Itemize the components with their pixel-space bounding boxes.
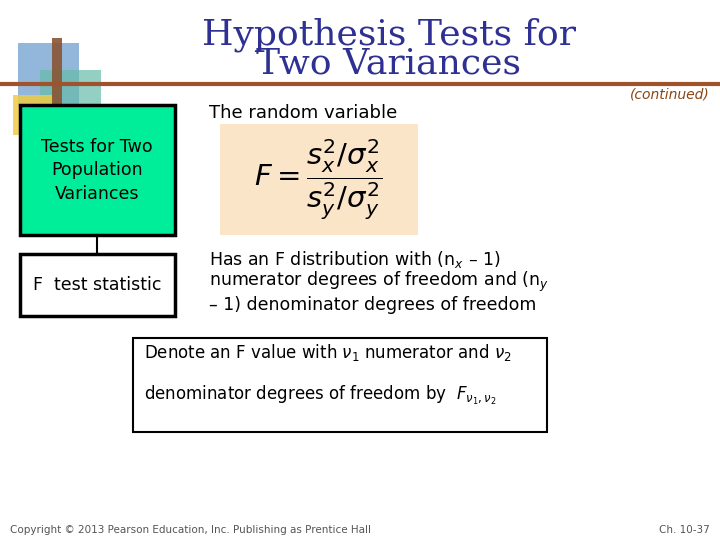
Text: – 1) denominator degrees of freedom: – 1) denominator degrees of freedom	[209, 295, 536, 314]
Text: $F = \dfrac{s_x^2/\sigma_x^2}{s_y^2/\sigma_y^2}$: $F = \dfrac{s_x^2/\sigma_x^2}{s_y^2/\sig…	[254, 137, 382, 221]
Text: Two Variances: Two Variances	[256, 47, 521, 80]
Text: Tests for Two
Population
Variances: Tests for Two Population Variances	[41, 138, 153, 202]
Bar	[133, 338, 547, 432]
Text: denominator degrees of freedom by  $F_{\nu_1,\nu_2}$: denominator degrees of freedom by $F_{\n…	[144, 384, 496, 407]
Bar	[52, 38, 62, 138]
Bar	[20, 105, 175, 235]
Text: numerator degrees of freedom and (n$_y$: numerator degrees of freedom and (n$_y$	[209, 270, 549, 294]
Text: F  test statistic: F test statistic	[33, 276, 161, 294]
Bar	[220, 124, 418, 235]
Text: Hypothesis Tests for: Hypothesis Tests for	[202, 18, 576, 52]
Bar	[40, 70, 101, 135]
Text: Copyright © 2013 Pearson Education, Inc. Publishing as Prentice Hall: Copyright © 2013 Pearson Education, Inc.…	[10, 525, 371, 535]
Bar	[13, 94, 53, 135]
Text: Denote an F value with $\nu_1$ numerator and $\nu_2$: Denote an F value with $\nu_1$ numerator…	[144, 342, 512, 362]
Text: (continued): (continued)	[629, 87, 709, 102]
Bar	[20, 254, 175, 316]
Text: Ch. 10-37: Ch. 10-37	[660, 525, 710, 535]
Text: The random variable: The random variable	[209, 104, 397, 123]
Bar	[18, 43, 79, 108]
Text: Has an F distribution with (n$_x$ – 1): Has an F distribution with (n$_x$ – 1)	[209, 249, 500, 269]
